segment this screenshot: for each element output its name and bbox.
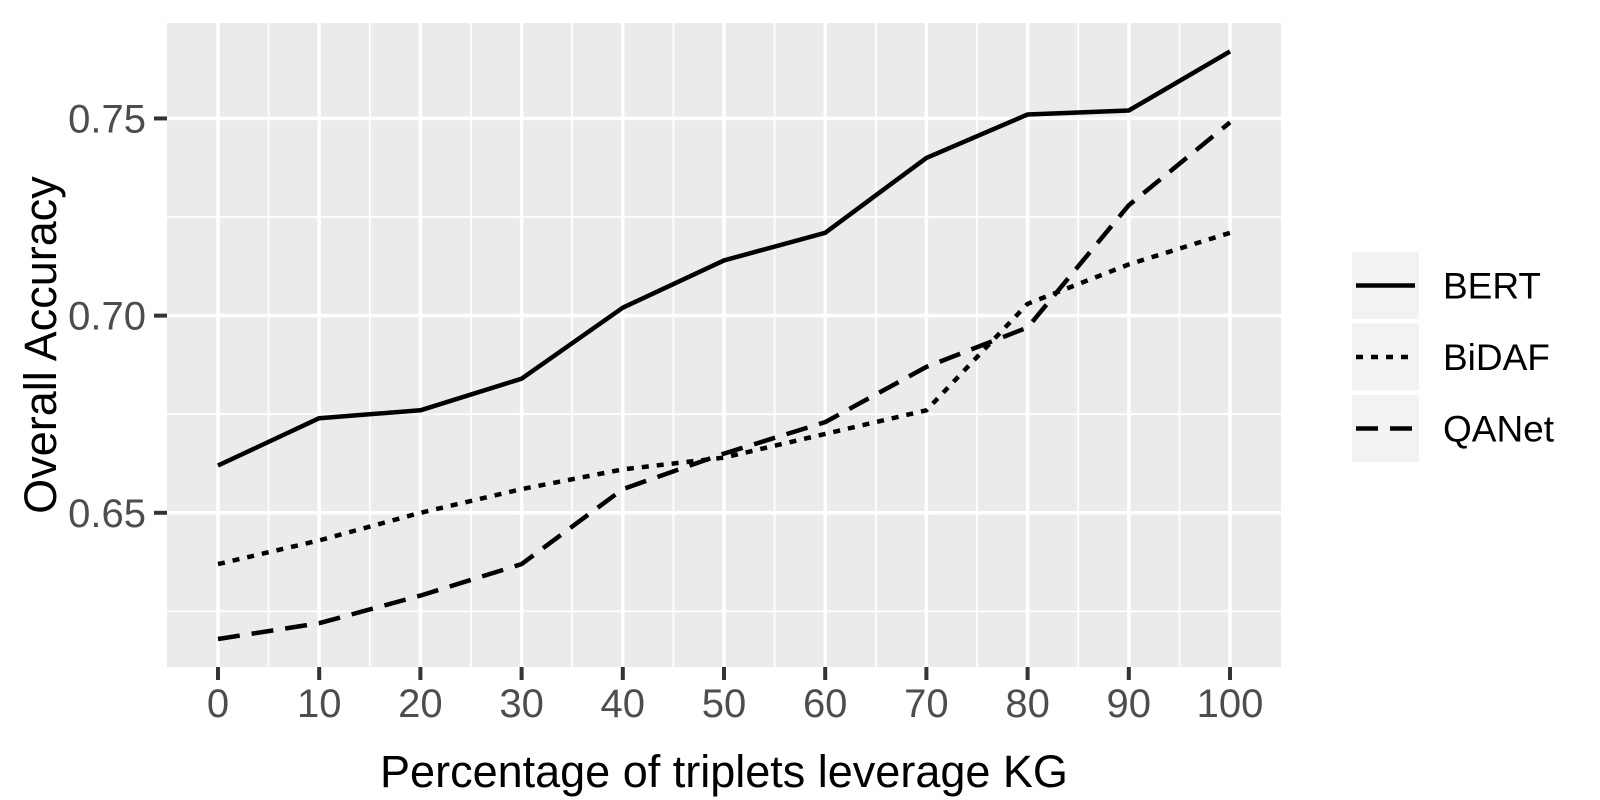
legend: BERT BiDAF QANet — [1352, 252, 1555, 462]
y-tick-label: 0.75 — [68, 97, 146, 141]
x-tick-label: 20 — [398, 682, 443, 726]
x-tick-label: 40 — [601, 682, 646, 726]
x-tick-label: 90 — [1107, 682, 1152, 726]
x-tick-label: 100 — [1197, 682, 1264, 726]
x-tick-label: 0 — [207, 682, 229, 726]
x-axis-title: Percentage of triplets leverage KG — [380, 746, 1068, 797]
series-line-qanet — [217, 120, 1232, 642]
legend-label-bidaf: BiDAF — [1443, 337, 1550, 378]
x-tick-label: 10 — [297, 682, 342, 726]
plot-panel-layer — [167, 23, 1281, 667]
legend-label-bert: BERT — [1443, 266, 1541, 307]
legend-label-qanet: QANet — [1443, 409, 1555, 450]
series-line-bert — [217, 49, 1232, 468]
x-tick-label: 80 — [1005, 682, 1050, 726]
y-tick-label: 0.70 — [68, 295, 146, 339]
x-tick-label: 70 — [904, 682, 949, 726]
x-tick-label: 60 — [803, 682, 848, 726]
x-tick-label: 50 — [702, 682, 747, 726]
x-tick-label: 30 — [499, 682, 544, 726]
axis-layer: 0 10 20 30 40 50 60 70 80 90 100 0.65 0.70 0.75 — [68, 97, 1263, 726]
series-layer — [217, 49, 1232, 642]
y-tick-label: 0.65 — [68, 492, 146, 536]
y-axis-title: Overall Accuracy — [15, 176, 66, 514]
